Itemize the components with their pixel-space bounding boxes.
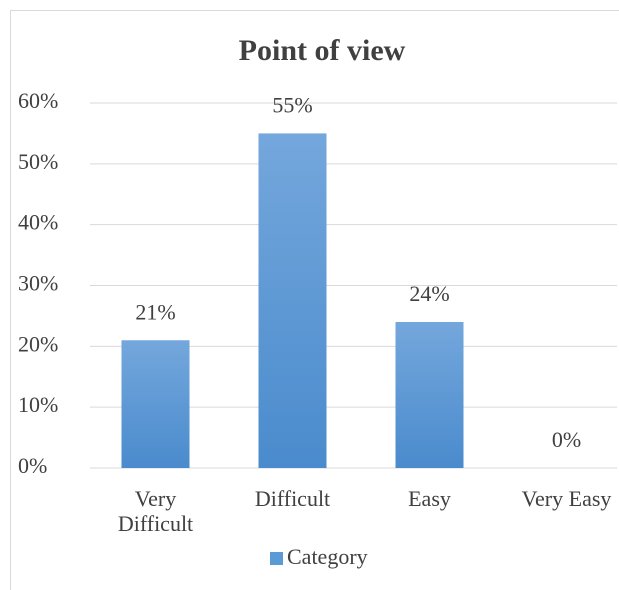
y-tick-label: 10%: [18, 392, 58, 417]
x-tick-label: Very Difficult: [117, 486, 194, 536]
y-tick-label: 40%: [18, 210, 58, 235]
data-label: 21%: [135, 299, 175, 324]
legend-label: Category: [287, 544, 368, 569]
x-tick-label: Difficult: [254, 486, 331, 511]
data-label: 55%: [272, 92, 312, 117]
data-label: 0%: [552, 427, 581, 452]
y-tick-label: 0%: [18, 453, 47, 478]
chart-title: Point of view: [239, 34, 406, 67]
y-tick-label: 50%: [18, 149, 58, 174]
x-tick-label: Easy: [408, 486, 451, 511]
y-tick-label: 20%: [18, 331, 58, 356]
legend-swatch: [270, 552, 283, 565]
data-label: 24%: [409, 281, 449, 306]
bar: [395, 322, 464, 468]
x-tick-label: Very Easy: [521, 486, 612, 511]
bar: [121, 340, 190, 468]
y-tick-label: 60%: [18, 88, 58, 113]
bar: [258, 133, 327, 468]
y-tick-label: 30%: [18, 271, 58, 296]
